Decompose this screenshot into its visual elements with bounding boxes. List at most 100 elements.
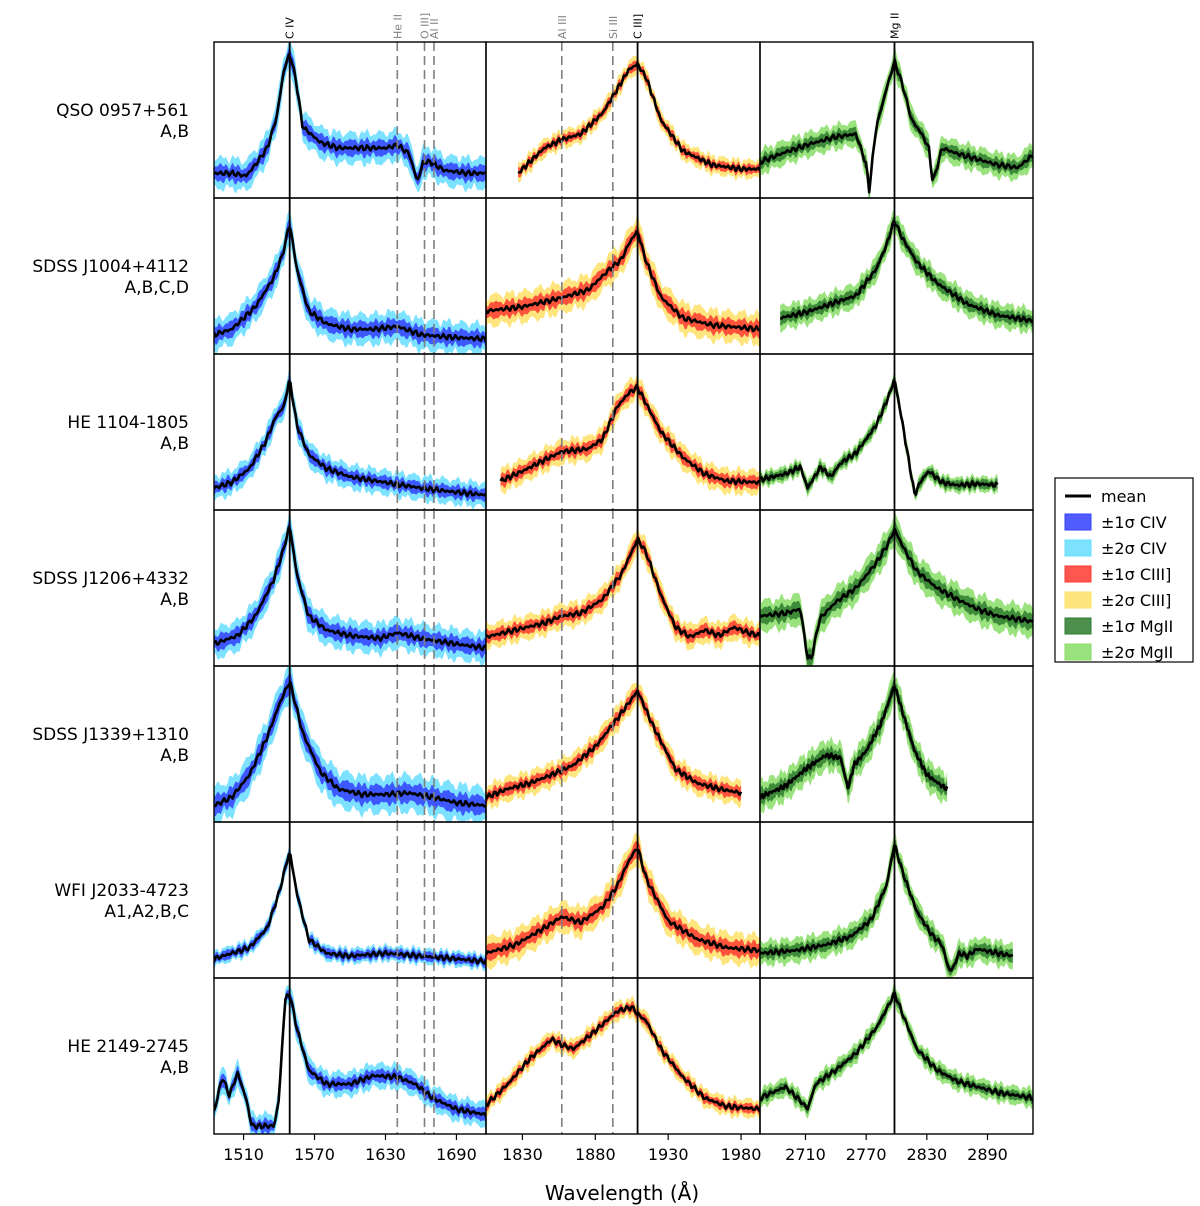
panel-mgii-row-5 bbox=[760, 666, 949, 822]
band-2sigma-mgii bbox=[760, 672, 948, 817]
panel-mgii-row-3 bbox=[760, 354, 999, 510]
mean-spectrum-civ bbox=[214, 53, 486, 181]
mean-spectrum-civ bbox=[214, 525, 486, 652]
panel-ciii-row-5 bbox=[486, 666, 743, 822]
legend-label: ±1σ CIII] bbox=[1101, 565, 1171, 584]
row-name: SDSS J1206+4332 bbox=[32, 569, 189, 589]
band-1sigma-mgii bbox=[760, 839, 1013, 976]
legend-swatch bbox=[1064, 513, 1092, 531]
x-tick-label: 1570 bbox=[294, 1145, 335, 1164]
emission-line-label: Al II bbox=[428, 18, 441, 39]
row-name: HE 1104-1805 bbox=[67, 413, 189, 433]
mean-spectrum-mgii bbox=[760, 685, 949, 801]
x-tick-label: 1630 bbox=[365, 1145, 406, 1164]
legend-label: ±1σ CIV bbox=[1101, 513, 1167, 532]
mean-spectrum-mgii bbox=[780, 219, 1033, 324]
emission-line-label: He II bbox=[391, 14, 404, 39]
mean-spectrum-mgii bbox=[760, 58, 1033, 194]
mean-spectrum-ciii bbox=[517, 61, 760, 174]
panel-mgii-row-6 bbox=[760, 822, 1014, 978]
band-2sigma-ciii bbox=[486, 216, 760, 348]
emission-line-label: C IV bbox=[284, 17, 297, 39]
mean-spectrum-mgii bbox=[760, 991, 1033, 1111]
band-2sigma-mgii bbox=[760, 832, 1013, 978]
x-tick-label: 1690 bbox=[436, 1145, 477, 1164]
mean-spectrum-ciii bbox=[499, 383, 760, 486]
band-1sigma-ciii bbox=[500, 380, 760, 491]
band-2sigma-mgii bbox=[760, 512, 1033, 666]
x-tick-label: 1880 bbox=[575, 1145, 616, 1164]
panel-civ-row-4 bbox=[214, 510, 486, 666]
x-tick-label: 1930 bbox=[648, 1145, 689, 1164]
legend-swatch bbox=[1064, 565, 1092, 583]
x-tick-label: 2830 bbox=[906, 1145, 947, 1164]
x-tick-label: 2710 bbox=[785, 1145, 826, 1164]
mean-spectrum-civ bbox=[214, 380, 486, 498]
x-axis-label: Wavelength (Å) bbox=[545, 1181, 699, 1205]
row-images: A,B bbox=[160, 434, 189, 454]
band-1sigma-civ bbox=[214, 520, 486, 659]
mean-spectrum-mgii bbox=[760, 844, 1014, 972]
panel-ciii-row-2 bbox=[486, 198, 760, 354]
row-name: SDSS J1004+4112 bbox=[32, 257, 189, 277]
emission-line-label: Al III bbox=[556, 15, 569, 39]
band-2sigma-civ bbox=[214, 210, 486, 354]
band-1sigma-mgii bbox=[780, 215, 1033, 328]
panel-frame bbox=[759, 977, 1034, 1135]
mean-spectrum-ciii bbox=[486, 1004, 760, 1113]
band-1sigma-civ bbox=[214, 672, 486, 816]
panel-ciii-row-7 bbox=[486, 978, 760, 1134]
panel-mgii-row-2 bbox=[780, 198, 1033, 354]
legend-swatch bbox=[1064, 643, 1092, 661]
x-tick-label: 1830 bbox=[502, 1145, 543, 1164]
band-1sigma-mgii bbox=[760, 987, 1033, 1115]
row-images: A,B bbox=[160, 746, 189, 766]
band-2sigma-civ bbox=[214, 846, 486, 972]
emission-line-label: Mg II bbox=[888, 13, 901, 39]
x-tick-label: 1980 bbox=[721, 1145, 762, 1164]
mean-spectrum-mgii bbox=[760, 527, 1033, 660]
panel-civ-row-3 bbox=[214, 354, 486, 510]
row-images: A,B bbox=[160, 590, 189, 610]
panel-civ-row-2 bbox=[214, 198, 486, 354]
band-1sigma-mgii bbox=[760, 680, 948, 809]
panel-mgii-row-1 bbox=[760, 42, 1033, 198]
row-images: A1,A2,B,C bbox=[104, 902, 189, 922]
mean-spectrum-mgii bbox=[760, 379, 999, 496]
row-images: A,B bbox=[160, 1058, 189, 1078]
row-name: QSO 0957+561 bbox=[56, 101, 189, 121]
row-name: HE 2149-2745 bbox=[67, 1037, 189, 1057]
legend-label: ±2σ MgII bbox=[1101, 643, 1173, 662]
x-tick-label: 2890 bbox=[967, 1145, 1008, 1164]
panel-ciii-row-3 bbox=[499, 354, 760, 510]
emission-line-labels: C IV He II O III]Al II Al III Si III C III] Mg… bbox=[284, 13, 902, 39]
x-tick-label: 1510 bbox=[223, 1145, 264, 1164]
row-name: SDSS J1339+1310 bbox=[32, 725, 189, 745]
band-1sigma-civ bbox=[214, 219, 486, 349]
panel-grid bbox=[213, 41, 1034, 1135]
panel-ciii-row-4 bbox=[486, 510, 760, 666]
mean-spectrum-civ bbox=[214, 681, 486, 808]
legend-label: ±2σ CIII] bbox=[1101, 591, 1171, 610]
emission-line-label: O III] bbox=[419, 13, 432, 39]
panel-frame bbox=[485, 41, 761, 199]
mean-spectrum-ciii bbox=[486, 229, 760, 333]
panel-ciii-row-1 bbox=[517, 42, 760, 198]
mean-spectrum-civ bbox=[214, 993, 486, 1130]
legend-label: ±2σ CIV bbox=[1101, 539, 1167, 558]
panel-civ-row-5 bbox=[214, 666, 486, 822]
legend-swatch bbox=[1064, 617, 1092, 635]
panel-mgii-row-4 bbox=[760, 510, 1033, 666]
panel-civ-row-7 bbox=[214, 978, 486, 1134]
x-tick-label: 2770 bbox=[846, 1145, 887, 1164]
band-1sigma-ciii bbox=[486, 841, 760, 962]
legend-label: mean bbox=[1101, 487, 1146, 506]
row-images: A,B bbox=[160, 122, 189, 142]
mean-spectrum-ciii bbox=[486, 537, 760, 639]
x-tick-labels: 1510 1570 1630 1690 1830 1880 1930 1980 2710 2770… bbox=[223, 1134, 1008, 1164]
band-2sigma-civ bbox=[214, 985, 486, 1134]
panel-civ-row-1 bbox=[214, 42, 486, 198]
band-2sigma-ciii bbox=[518, 54, 760, 183]
